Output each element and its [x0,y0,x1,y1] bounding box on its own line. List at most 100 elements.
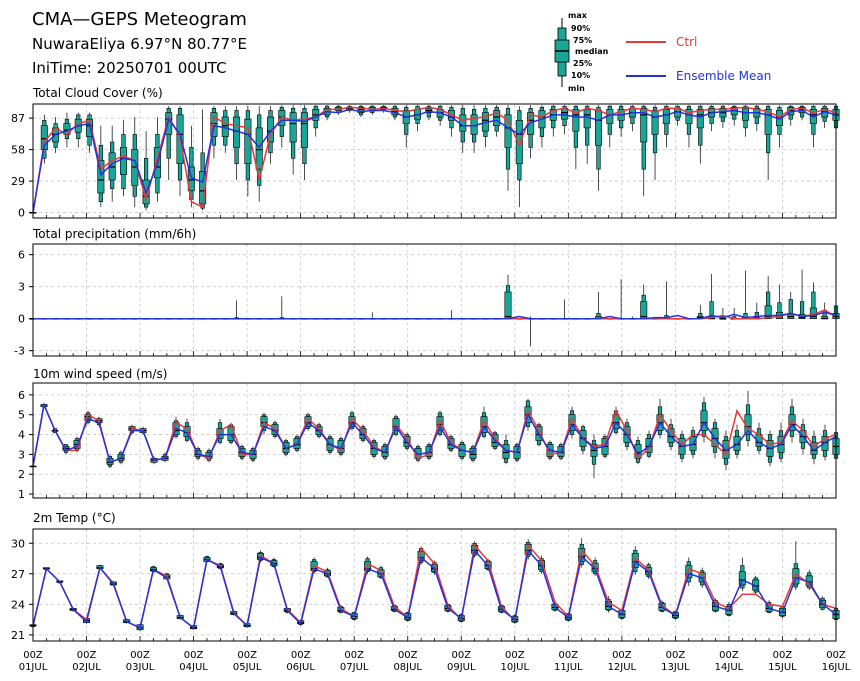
ensemble-mean-line [32,402,837,467]
box-inner [561,108,569,120]
x-hour-label: 00Z [291,650,311,661]
box-inner [821,436,829,451]
x-hour-label: 00Z [344,650,364,661]
x-day-label: 10JUL [501,662,530,673]
ensemble-mean-line [32,108,837,213]
box-inner [640,108,648,143]
y-tick-label: 0 [18,313,25,326]
box-inner [504,114,512,148]
panel-1: Total precipitation (mm/6h) -3 0 3 6 [14,227,840,358]
x-day-label: 02JUL [72,662,101,673]
legend-min: min [568,84,585,93]
box-inner [583,109,591,129]
box-inner [86,118,94,137]
box-inner [337,440,345,453]
box-inner [260,416,268,427]
x-hour-label: 00Z [237,650,257,661]
ctrl-line [32,543,837,630]
x-hour-label: 00Z [719,650,739,661]
y-tick-label: 27 [11,568,25,581]
location-label: NuwaraEliya 6.97°N 80.77°E [32,35,247,53]
box-inner [738,571,746,586]
mean-legend-label: Ensemble Mean [676,69,771,83]
y-tick-label: 21 [11,629,25,642]
x-day-label: 04JUL [179,662,208,673]
x-hour-label: 00Z [612,650,632,661]
x-hour-label: 00Z [130,650,150,661]
x-hour-label: 00Z [184,650,204,661]
y-tick-label: 6 [18,249,25,262]
box-inner [700,410,708,431]
ctrl-legend-label: Ctrl [676,35,697,49]
legend-p10: 10% [571,71,590,80]
panel-frame [32,528,837,642]
x-hour-label: 00Z [398,650,418,661]
y-tick-label: 87 [11,112,25,125]
panel-title: 10m wind speed (m/s) [33,367,167,381]
ctrl-line [32,106,837,213]
y-tick-label: 3 [18,448,25,461]
box-inner [685,109,693,124]
box-inner [764,109,772,135]
box-inner [459,114,467,132]
y-tick-label: 30 [11,537,25,550]
box-inner [662,109,670,124]
legend-p75: 75% [573,36,592,45]
y-tick-label: 0 [18,207,25,220]
x-hour-label: 00Z [826,650,846,661]
legend-median: median [575,47,609,56]
x-day-label: 09JUL [447,662,476,673]
panel-0: Total Cloud Cover (%) 0 29 58 87 [11,86,840,220]
box-inner [436,416,444,431]
panel-2: 10m wind speed (m/s) 1 2 3 4 5 6 [18,367,840,501]
y-tick-label: 4 [18,429,25,442]
x-day-label: 06JUL [286,662,315,673]
x-hour-label: 00Z [77,650,97,661]
line-legend: Ctrl Ensemble Mean [626,35,771,83]
x-day-label: 15JUL [768,662,797,673]
box-inner [696,109,704,129]
panel-title: 2m Temp (°C) [33,511,116,525]
y-tick-label: 2 [18,468,25,481]
panel-title: Total Cloud Cover (%) [32,86,163,100]
x-day-label: 05JUL [233,662,262,673]
x-day-label: 07JUL [340,662,369,673]
y-tick-label: 1 [18,488,25,501]
box-inner [651,110,659,135]
y-tick-label: 5 [18,409,25,422]
x-day-label: 16JUL [822,662,851,673]
legend-max: max [568,11,588,20]
box-inner [515,119,523,165]
y-tick-label: -3 [14,345,25,358]
box-inner [97,160,105,194]
box-inner [289,112,297,143]
x-day-label: 08JUL [393,662,422,673]
time-axis: 00Z01JUL00Z02JUL00Z03JUL00Z04JUL00Z05JUL… [19,650,851,673]
x-hour-label: 00Z [505,650,525,661]
box-inner [210,112,218,137]
y-tick-label: 24 [11,598,25,611]
box-inner [300,112,308,148]
x-day-label: 12JUL [608,662,637,673]
x-day-label: 03JUL [126,662,155,673]
x-hour-label: 00Z [559,650,579,661]
x-day-label: 01JUL [19,662,48,673]
box-inner [572,109,580,132]
ctrl-line [33,309,837,320]
box-inner [568,414,576,431]
panel-frame [32,103,837,219]
x-day-label: 11JUL [554,662,583,673]
legend-p90: 90% [571,24,590,33]
box-inner [504,291,512,319]
box-inner [469,448,477,459]
box-inner [594,110,602,146]
x-hour-label: 00Z [666,650,686,661]
y-tick-label: 58 [11,144,25,157]
box-inner [216,428,224,439]
panel-title: Total precipitation (mm/6h) [32,227,196,241]
init-time-label: IniTime: 20250701 00UTC [32,59,227,77]
panel-frame [32,243,837,357]
y-tick-label: 6 [18,389,25,402]
box-inner [493,110,501,127]
